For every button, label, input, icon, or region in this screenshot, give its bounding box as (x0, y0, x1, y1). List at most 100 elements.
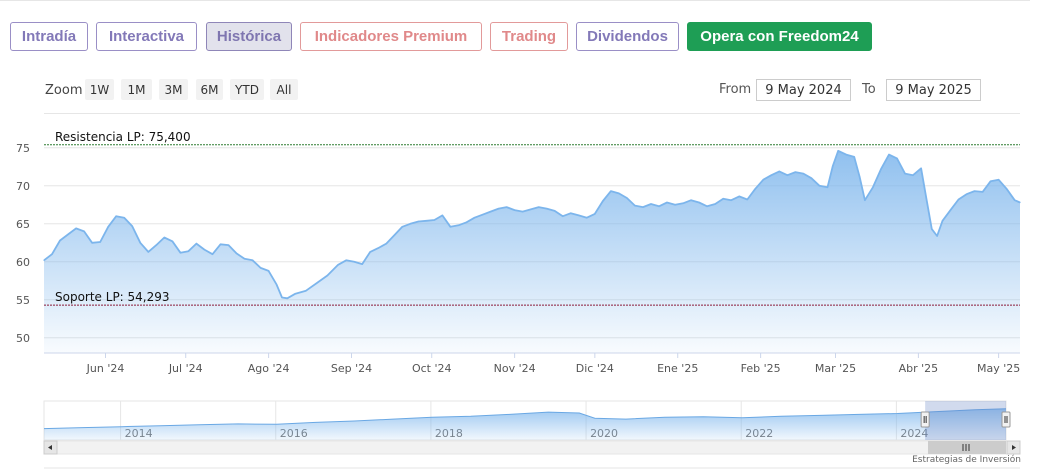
price-point (982, 191, 984, 193)
price-point (920, 167, 922, 169)
price-point (276, 284, 278, 286)
price-point (714, 203, 716, 205)
price-point (417, 220, 419, 223)
price-point (361, 263, 363, 265)
price-point (957, 198, 960, 201)
price-point (888, 154, 890, 156)
tab-trading[interactable]: Trading (490, 22, 568, 51)
from-date-input[interactable] (756, 79, 851, 101)
tab-interactiva[interactable]: Interactiva (96, 22, 197, 51)
zoom-1m-button[interactable]: 1M (121, 79, 152, 100)
x-tick-label: Nov '24 (494, 362, 536, 375)
price-point (393, 234, 395, 236)
price-point (746, 198, 748, 201)
price-point (506, 206, 508, 208)
tab-intrad-a[interactable]: Intradía (10, 22, 88, 51)
price-point (473, 217, 476, 219)
price-point (965, 193, 968, 195)
navigator-right-handle[interactable] (1001, 411, 1011, 428)
price-point (826, 186, 829, 188)
y-tick-label: 60 (16, 256, 30, 269)
scrollbar-thumb[interactable] (928, 441, 1006, 454)
x-tick-label: Jun '24 (86, 362, 125, 375)
price-point (99, 241, 101, 243)
price-point (353, 261, 355, 263)
price-point (425, 220, 427, 222)
price-point (155, 244, 157, 246)
price-point (941, 220, 944, 222)
price-point (260, 267, 262, 269)
price-point (570, 212, 572, 214)
price-point (762, 179, 764, 181)
price-point (754, 188, 756, 190)
x-tick-label: Ene '25 (657, 362, 698, 375)
price-point (925, 198, 928, 200)
x-tick-label: Jul '24 (168, 362, 203, 375)
price-point (326, 274, 328, 277)
chart-top-divider (44, 113, 1020, 114)
price-point (243, 258, 246, 260)
price-point (131, 225, 133, 227)
zoom-3m-button[interactable]: 3M (159, 79, 188, 100)
price-point (139, 242, 141, 244)
price-point (594, 213, 596, 215)
price-point (642, 206, 644, 208)
price-point (369, 251, 371, 253)
price-point (252, 259, 254, 261)
zoom-6m-button[interactable]: 6M (196, 79, 223, 100)
to-label: To (862, 82, 876, 97)
price-point (730, 199, 732, 201)
price-point (51, 253, 53, 255)
zoom-ytd-button[interactable]: YTD (230, 79, 264, 100)
price-point (115, 215, 117, 217)
price-point (837, 150, 839, 152)
price-point (832, 165, 834, 167)
price-point (401, 226, 403, 228)
y-tick-label: 50 (16, 332, 30, 345)
price-point (465, 221, 468, 223)
price-point (1014, 199, 1016, 201)
price-point (409, 223, 411, 225)
price-point (337, 264, 339, 266)
price-point (385, 243, 387, 245)
price-point (698, 201, 700, 204)
tab-opera-con-freedom24[interactable]: Opera con Freedom24 (687, 22, 872, 51)
navigator-line (43, 408, 1007, 430)
to-date-input[interactable] (886, 79, 981, 101)
price-point (1006, 188, 1008, 190)
price-point (634, 205, 636, 207)
price-point (618, 192, 620, 194)
price-point (896, 157, 898, 159)
price-point (973, 190, 976, 192)
price-point (235, 252, 238, 254)
range-selector: Zoom 1W 1M 3M 6M YTD All From To (0, 78, 1039, 102)
price-area (44, 150, 1020, 353)
price-point (578, 214, 580, 216)
price-point (123, 217, 125, 219)
x-tick-label: Abr '25 (899, 362, 939, 375)
price-point (268, 270, 270, 272)
navigator-area (44, 408, 1006, 440)
price-point (227, 244, 230, 246)
price-point (778, 170, 780, 172)
tab-hist-rica[interactable]: Histórica (206, 22, 292, 51)
price-point (845, 154, 847, 156)
price-point (305, 290, 307, 292)
navigator-scrollbar[interactable] (43, 440, 1021, 455)
price-point (377, 247, 379, 249)
tab-dividendos[interactable]: Dividendos (576, 22, 679, 51)
scroll-right-arrow-icon (1012, 445, 1016, 450)
zoom-1w-button[interactable]: 1W (85, 79, 114, 100)
price-point (43, 259, 45, 261)
price-point (949, 209, 952, 211)
price-point (441, 214, 443, 216)
navigator-left-handle[interactable] (920, 411, 930, 428)
x-tick-label: Dic '24 (576, 362, 614, 375)
tab-indicadores-premium[interactable]: Indicadores Premium (300, 22, 482, 51)
zoom-all-button[interactable]: All (270, 79, 298, 100)
price-point (602, 200, 604, 202)
price-point (610, 190, 612, 192)
price-point (738, 195, 740, 197)
zoom-label: Zoom (45, 83, 83, 98)
price-point (872, 186, 874, 188)
